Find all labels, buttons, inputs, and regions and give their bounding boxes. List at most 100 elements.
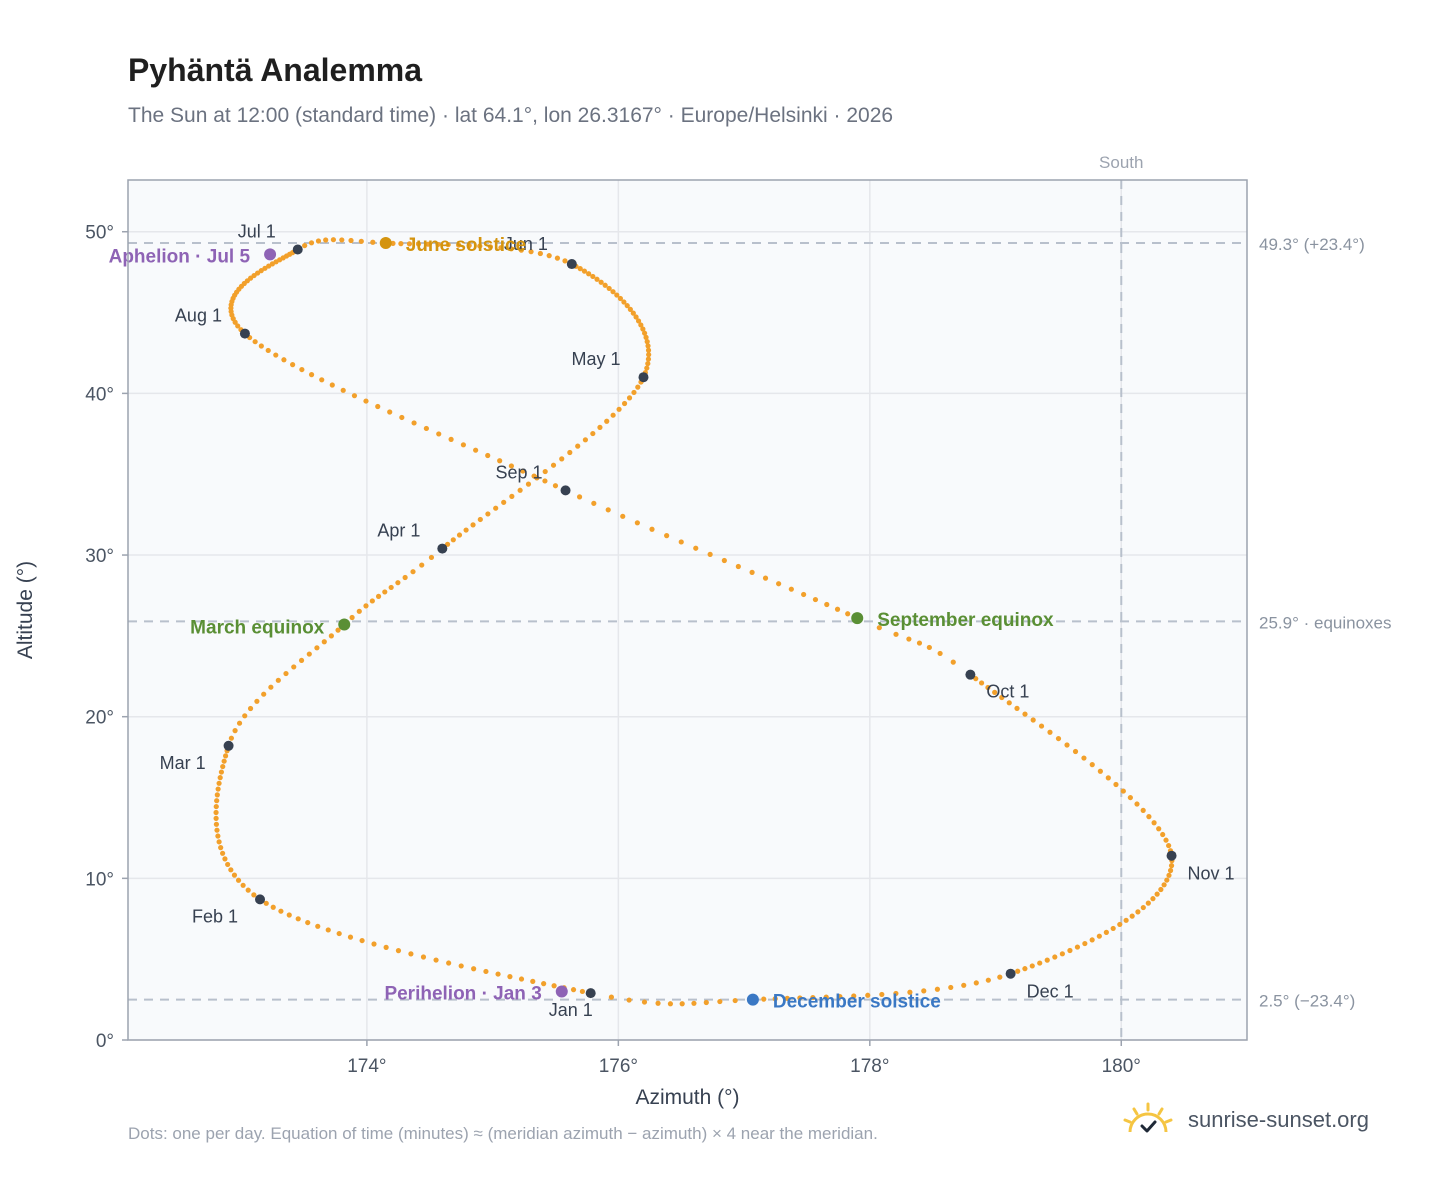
daily-sun-dot [466,242,472,249]
daily-sun-dot [703,999,709,1006]
x-tick-label: 180° [1102,1056,1141,1077]
daily-sun-dot [336,930,342,937]
y-tick-label: 50° [85,223,114,244]
daily-sun-dot [518,247,524,253]
daily-sun-dot [1151,820,1157,826]
daily-sun-dot [926,644,932,651]
brand[interactable]: sunrise-sunset.org [1120,1100,1369,1140]
daily-sun-dot [810,994,816,1001]
daily-sun-dot [323,237,329,243]
daily-sun-dot [550,462,557,468]
daily-sun-dot [458,963,464,969]
daily-sun-dot [221,758,227,764]
daily-sun-dot [240,882,246,888]
daily-sun-dot [992,689,998,695]
daily-sun-dot [691,1000,697,1006]
daily-sun-dot [801,591,807,598]
daily-sun-dot [973,980,979,986]
daily-sun-dot [460,442,467,448]
daily-sun-dot [382,589,388,595]
daily-sun-dot [485,452,491,459]
daily-sun-dot [1168,863,1175,869]
daily-sun-dot [351,393,358,399]
daily-sun-dot [328,633,334,639]
reference-line-label: 25.9° · equinoxes [1259,613,1392,632]
daily-sun-dot [598,279,604,285]
daily-sun-dot [893,631,899,637]
daily-sun-dot [678,539,684,545]
daily-sun-dot [356,608,362,614]
daily-sun-dot [1160,831,1166,838]
daily-sun-dot [1134,801,1140,807]
daily-sun-dot [222,856,228,862]
daily-sun-dot [347,934,354,940]
daily-sun-dot [265,347,271,354]
month-marker [223,740,234,751]
daily-sun-dot [1163,837,1169,843]
daily-sun-dot [463,527,469,533]
daily-sun-dot [562,258,568,264]
daily-sun-dot [222,753,229,759]
daily-sun-dot [606,285,612,292]
daily-sun-dot [213,809,219,816]
daily-sun-dot [456,242,462,248]
daily-sun-dot [358,238,364,244]
y-tick-label: 20° [85,708,114,729]
daily-sun-dot [448,436,454,442]
daily-sun-dot [1097,768,1103,774]
daily-sun-dot [542,468,548,475]
daily-sun-dot [635,318,642,324]
daily-sun-dot [273,352,279,358]
daily-sun-dot [520,468,526,474]
daily-sun-dot [509,493,515,499]
daily-sun-dot [950,659,956,665]
daily-sun-dot [498,245,504,251]
month-marker-label: Aug 1 [175,306,222,326]
daily-sun-dot [1089,937,1095,943]
daily-sun-dot [278,908,284,914]
daily-sun-dot [315,238,322,244]
brand-name: sunrise-sunset.org [1188,1107,1369,1132]
daily-sun-dot [435,241,441,248]
daily-sun-dot [824,601,830,608]
daily-sun-dot [776,581,782,587]
daily-sun-dot [608,994,615,1000]
daily-sun-dot [363,603,369,609]
plot-frame [127,179,1248,1041]
daily-sun-dot [213,815,219,821]
daily-sun-dot [537,250,543,257]
daily-sun-dot [679,1001,685,1007]
event-markers: March equinox June solstice September equi… [109,235,1054,1013]
daily-sun-dot [772,996,778,1002]
daily-sun-dot [851,993,857,999]
daily-sun-dot [319,377,325,383]
daily-sun-dot [762,575,769,581]
daily-sun-dot [375,593,382,599]
month-marker [585,988,596,999]
month-marker-label: Sep 1 [496,462,543,482]
daily-sun-dot [1146,814,1152,820]
daily-sun-dot [879,991,885,998]
month-marker [965,669,976,680]
daily-sun-dot [1145,900,1151,906]
y-tick-label: 10° [85,869,114,890]
daily-sun-dot [483,968,489,975]
daily-sun-dot [845,611,851,617]
daily-sun-dot [997,974,1003,980]
daily-sun-dot [433,957,439,963]
daily-sun-dot [978,680,985,686]
daily-sun-dot [286,912,292,918]
event-label: December solstice [773,992,941,1013]
daily-sun-dot [1047,729,1053,735]
daily-sun-dot [375,403,381,410]
daily-sun-dot [1113,781,1119,788]
daily-sun-dot [517,487,523,493]
daily-sun-dot [1166,872,1172,878]
daily-sun-dot [617,295,624,302]
daily-sun-dot [349,614,355,621]
month-marker [437,543,448,554]
daily-sun-dot [215,833,221,839]
daily-sun-dot [627,306,633,312]
daily-sun-dot [961,982,967,988]
daily-sun-dot [339,237,345,243]
